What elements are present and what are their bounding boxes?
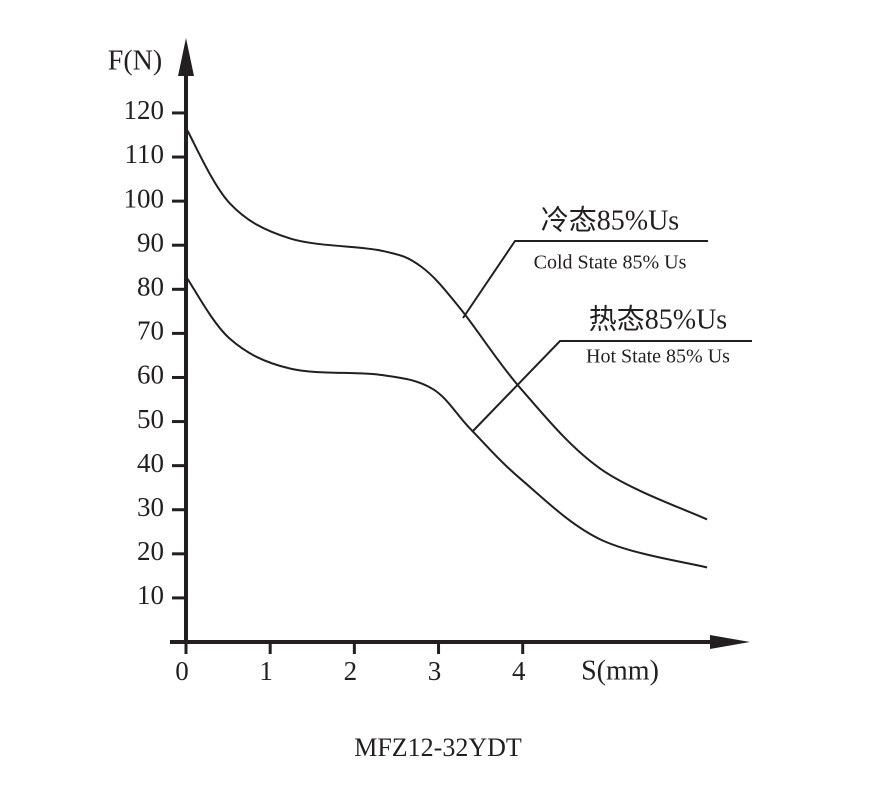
leader-line xyxy=(471,340,752,433)
x-axis-label: S(mm) xyxy=(581,655,659,686)
leader-line xyxy=(462,240,708,319)
chart-caption: MFZ12-32YDT xyxy=(354,733,522,762)
y-tick-label: 60 xyxy=(137,360,164,390)
y-tick-label: 100 xyxy=(124,183,165,213)
x-tick-label: 3 xyxy=(428,656,442,686)
annotation: 热态85%Us xyxy=(589,303,727,335)
y-tick-label: 110 xyxy=(125,139,165,169)
x-tick-label: 2 xyxy=(344,656,358,686)
y-axis-arrow xyxy=(178,38,194,76)
x-tick-label: 4 xyxy=(512,656,526,686)
annotation: Hot State 85% Us xyxy=(586,346,730,368)
y-tick-label: 50 xyxy=(137,404,164,434)
y-tick-label: 10 xyxy=(137,580,164,610)
y-tick-label: 70 xyxy=(137,316,164,346)
y-tick-label: 90 xyxy=(137,227,164,257)
annotation: Cold State 85% Us xyxy=(534,252,687,274)
x-tick-label: 0 xyxy=(175,656,189,686)
y-tick-label: 20 xyxy=(137,536,164,566)
y-tick-label: 80 xyxy=(137,272,164,302)
x-tick-label: 1 xyxy=(259,656,273,686)
y-tick-label: 120 xyxy=(124,95,165,125)
annotation: 冷态85%Us xyxy=(541,204,679,236)
y-tick-label: 30 xyxy=(137,492,164,522)
series-line xyxy=(185,127,708,521)
x-axis-arrow xyxy=(710,635,750,649)
series-line xyxy=(185,275,708,569)
y-tick-label: 40 xyxy=(137,448,164,478)
y-axis-label: F(N) xyxy=(108,45,162,76)
